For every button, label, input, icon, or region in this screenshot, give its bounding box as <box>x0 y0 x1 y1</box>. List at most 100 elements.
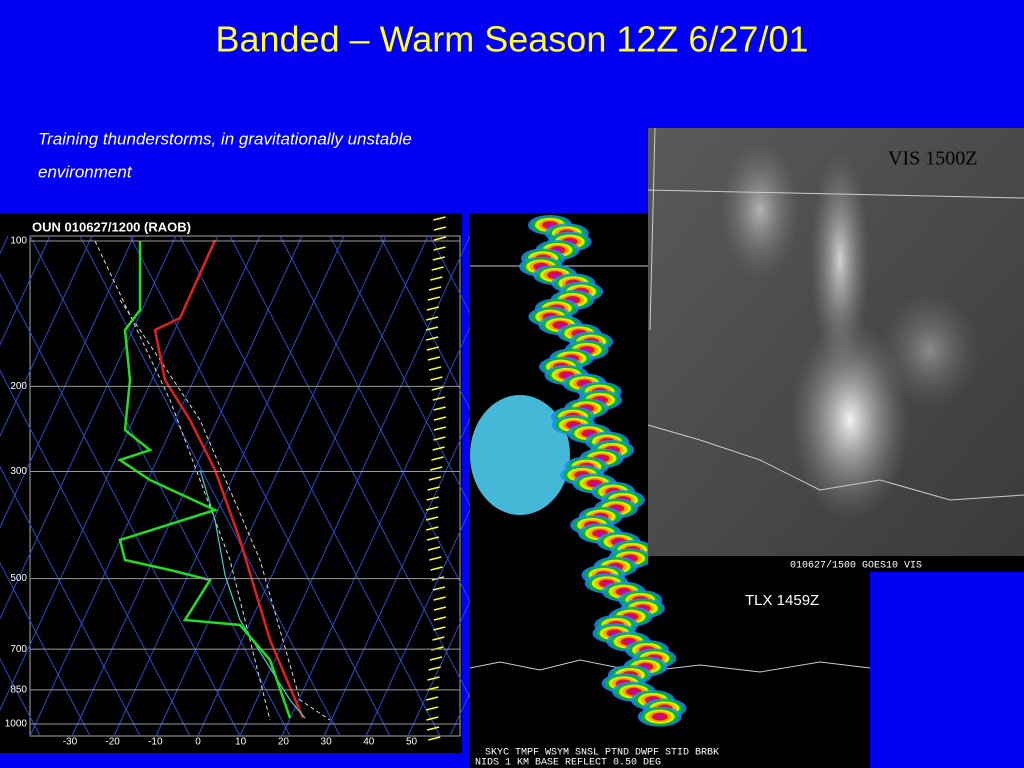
wind-barb <box>429 466 443 471</box>
wind-barb <box>428 366 442 371</box>
radar-footer: NIDS 1 KM BASE REFLECT 0.50 DEG <box>475 758 661 768</box>
wind-barb <box>432 586 446 591</box>
subtitle-line: Training thunderstorms, in gravitational… <box>38 129 412 148</box>
radar-echo <box>550 272 560 278</box>
wind-barb <box>426 336 439 341</box>
dry-adiabat <box>79 235 341 737</box>
wind-barb <box>433 436 446 441</box>
wind-barb <box>429 656 443 661</box>
isotherm <box>29 235 261 737</box>
dry-adiabat <box>0 465 141 737</box>
temperature-label: 30 <box>321 737 333 748</box>
pressure-label: 300 <box>10 466 27 477</box>
wind-barb <box>426 536 440 541</box>
wind-barb <box>426 726 440 731</box>
subtitle-line: environment <box>38 162 133 181</box>
wind-barb <box>430 566 443 571</box>
wind-barb <box>426 716 439 721</box>
wind-barb <box>425 326 439 331</box>
temperature-label: 0 <box>195 737 201 748</box>
wind-barb <box>433 236 447 241</box>
pressure-label: 700 <box>10 644 27 655</box>
wind-barb <box>427 356 441 361</box>
wind-barb <box>431 386 444 391</box>
wind-barb <box>428 286 442 291</box>
wind-barb <box>426 526 439 531</box>
slide-title: Banded – Warm Season 12Z 6/27/01 <box>215 19 808 60</box>
wind-barb <box>433 626 446 631</box>
wind-barb <box>428 736 441 741</box>
wind-barb <box>432 256 445 261</box>
wind-barb <box>425 516 439 521</box>
wind-barb <box>432 636 445 641</box>
wind-barb <box>433 416 447 421</box>
wind-barb <box>426 346 440 351</box>
wind-barb <box>426 306 440 311</box>
isotherm <box>71 235 303 737</box>
wind-barb <box>426 316 439 321</box>
radar-echo <box>555 322 565 328</box>
wind-barb <box>433 616 447 621</box>
wind-barb <box>432 446 445 451</box>
wind-barb <box>430 276 443 281</box>
wind-barb <box>429 556 442 561</box>
radar-echo <box>561 372 571 378</box>
temperature-label: 20 <box>278 737 290 748</box>
wind-barb <box>432 396 445 401</box>
wind-barb <box>427 546 441 551</box>
temperature-label: 40 <box>363 737 375 748</box>
isotherm <box>113 235 345 737</box>
dry-adiabat <box>0 273 241 737</box>
radar-echo <box>655 714 665 720</box>
dry-adiabat <box>0 561 91 737</box>
satellite-panel: 010627/1500 GOES10 VIS VIS 1500Z <box>647 127 1024 572</box>
wind-barb <box>425 706 439 711</box>
sounding-panel: OUN 010627/1200 (RAOB) <box>0 213 841 753</box>
isotherm <box>0 235 93 438</box>
isotherm <box>0 235 135 529</box>
dry-adiabat <box>129 235 391 737</box>
wind-barb <box>427 296 441 301</box>
wind-barb <box>433 216 446 221</box>
dry-adiabat <box>29 235 291 737</box>
pressure-label: 850 <box>10 685 27 696</box>
wind-barb <box>428 476 442 481</box>
wind-barb <box>433 596 446 601</box>
radar-echo <box>624 639 634 645</box>
wind-barb <box>427 486 440 491</box>
radar-label: TLX 1459Z <box>745 592 819 609</box>
wind-barb <box>427 676 440 681</box>
temperature-label: -20 <box>105 737 120 748</box>
wind-barb <box>431 266 444 271</box>
isotherm <box>0 235 177 620</box>
satellite-label: VIS 1500Z <box>888 148 977 170</box>
temperature-label: 10 <box>235 737 247 748</box>
wind-barb <box>433 426 447 431</box>
sounding-header: OUN 010627/1200 (RAOB) <box>32 219 191 234</box>
isotherm <box>155 235 387 737</box>
dry-adiabat <box>0 369 191 737</box>
isotherm <box>0 235 51 346</box>
dry-adiabat <box>179 235 441 737</box>
wind-barb <box>433 406 446 411</box>
isotherm <box>197 235 429 737</box>
pressure-label: 1000 <box>5 719 28 730</box>
wind-barb <box>431 456 444 461</box>
radar-echo <box>589 480 599 486</box>
temperature-label: 50 <box>406 737 418 748</box>
wind-barb <box>430 376 443 381</box>
wind-barb <box>426 496 439 501</box>
pressure-label: 500 <box>10 573 27 584</box>
satellite-caption: 010627/1500 GOES10 VIS <box>790 560 922 572</box>
temperature-label: -30 <box>63 737 78 748</box>
wind-barb <box>433 606 447 611</box>
radar-echo <box>629 689 639 695</box>
radar-echo <box>595 530 605 536</box>
wind-barb <box>428 666 441 671</box>
wind-barb <box>425 696 439 701</box>
temperature-label: -10 <box>148 737 163 748</box>
pressure-label: 100 <box>10 236 27 247</box>
radar-footer: SKYC TMPF WSYM SNSL PTND DWPF STID BRBK <box>485 748 719 759</box>
